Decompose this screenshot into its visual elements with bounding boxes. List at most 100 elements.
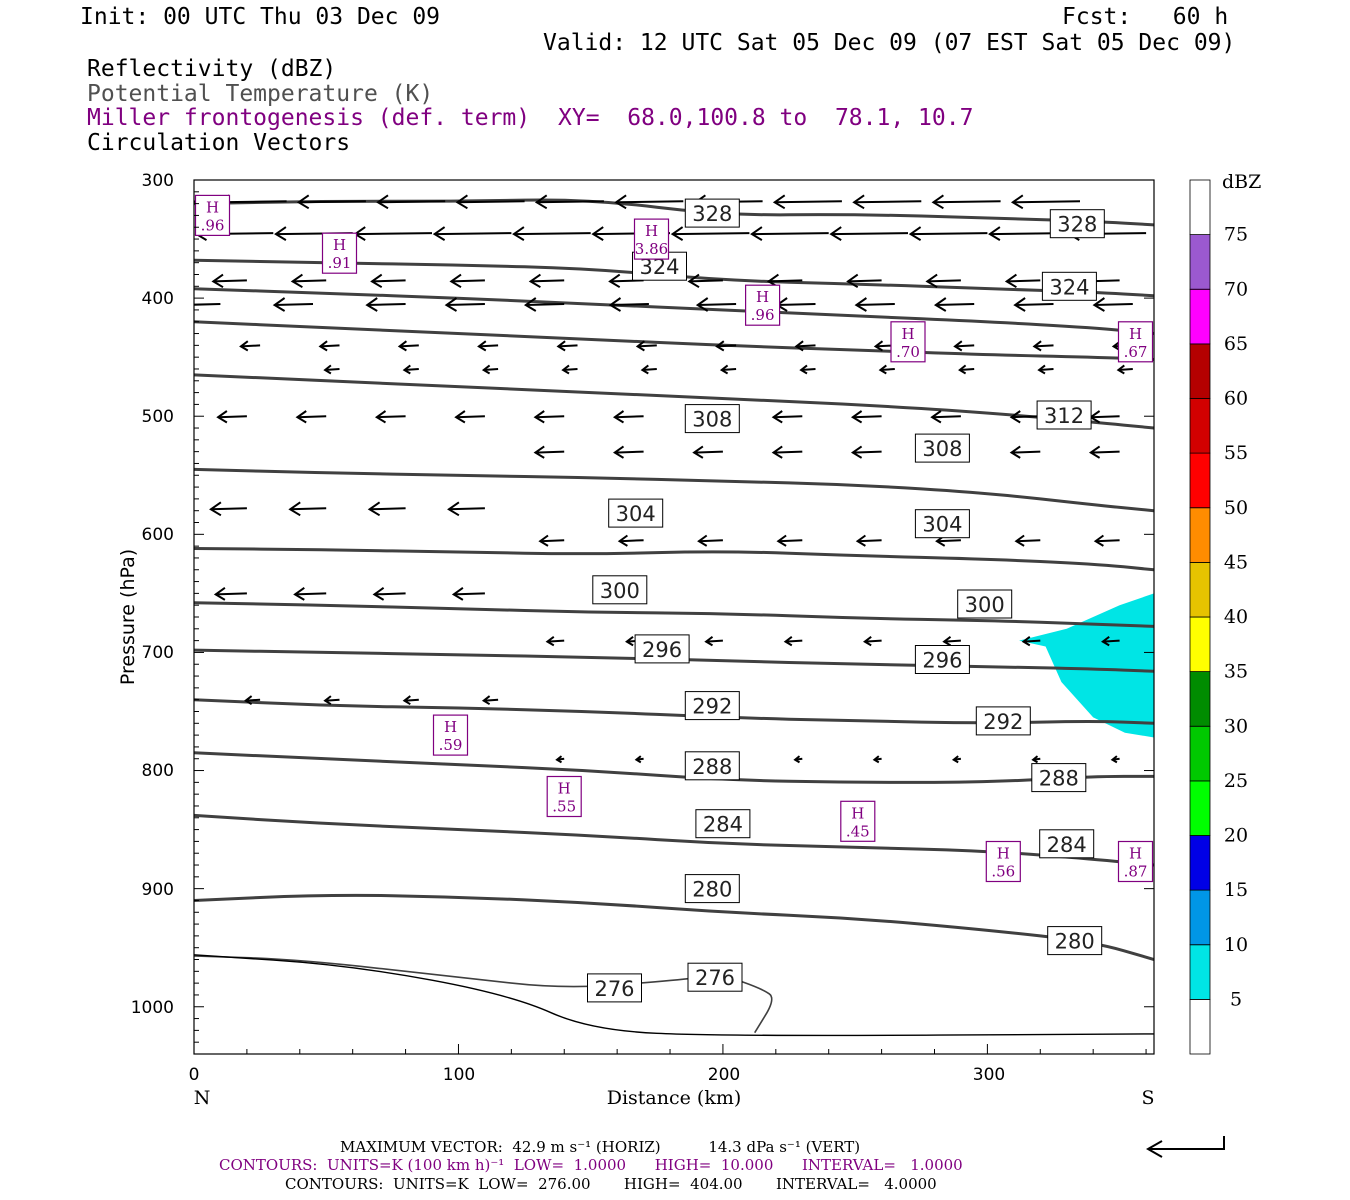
vector-head — [528, 273, 541, 289]
frontogenesis-max: H.87 — [1117, 840, 1154, 883]
vector-shaft — [355, 232, 433, 236]
circulation-vector — [635, 340, 657, 352]
circulation-vector — [1031, 755, 1041, 764]
frontogenesis-mark: H — [444, 718, 457, 736]
circulation-vector — [213, 586, 247, 601]
init-time: Init: 00 UTC Thu 03 Dec 09 — [80, 4, 441, 30]
circulation-vector — [451, 586, 485, 601]
circulation-vector — [323, 695, 340, 706]
vector-shaft — [706, 639, 723, 643]
isentrope-312 — [194, 373, 1154, 430]
vector-shaft — [294, 592, 327, 596]
vector-head — [640, 364, 649, 375]
vector-shaft — [367, 303, 406, 306]
isentrope-label-300: 300 — [592, 575, 648, 605]
vector-shaft — [619, 539, 644, 543]
circulation-vector — [533, 445, 565, 459]
colorbar-swatch — [1189, 999, 1211, 1055]
circulation-vector — [534, 194, 604, 210]
xtick-200: 200 — [708, 1065, 740, 1085]
vector-shaft — [910, 232, 988, 236]
vector-head — [704, 635, 714, 647]
vector-head — [397, 340, 408, 352]
vector-shaft — [513, 232, 591, 236]
circulation-vector — [614, 194, 684, 210]
frontogenesis-max: H.91 — [321, 232, 358, 274]
circulation-vector — [455, 194, 525, 210]
colorbar-label: 55 — [1224, 442, 1248, 464]
vector-head — [296, 194, 310, 210]
isentrope-label-284: 284 — [1039, 829, 1095, 859]
circulation-vector — [528, 273, 565, 289]
isentrope-label-box — [687, 962, 743, 992]
isentrope-label-276: 276 — [587, 973, 642, 1003]
isentrope-label-292: 292 — [975, 706, 1031, 736]
frontogenesis-value: .56 — [991, 863, 1015, 881]
isentrope-label-text: 288 — [1039, 767, 1079, 791]
vector-head — [1092, 297, 1105, 312]
vector-head — [670, 226, 684, 241]
isentrope-label-296: 296 — [914, 645, 970, 674]
circulation-vector — [794, 340, 816, 352]
vector-shaft — [1011, 450, 1041, 454]
vector-head — [318, 340, 328, 352]
vector-head — [1009, 445, 1021, 459]
field-reflectivity: Reflectivity (dBZ) — [87, 56, 337, 82]
frontogenesis-mark: H — [1129, 325, 1142, 343]
x-axis-title: Distance (km) — [607, 1087, 742, 1109]
isentrope-label-text: 300 — [600, 579, 640, 603]
vector-shaft — [563, 368, 578, 371]
vector-head — [617, 534, 628, 547]
vector-head — [695, 297, 709, 312]
forecast-hour: Fcst: 60 h — [1062, 4, 1229, 30]
circulation-vector — [854, 297, 895, 312]
vector-shaft — [558, 344, 578, 348]
isentrope-label-308: 308 — [914, 433, 970, 463]
isentrope-label-292: 292 — [684, 691, 740, 721]
vector-shaft — [1011, 415, 1041, 419]
vector-shaft — [448, 507, 485, 511]
vector-shaft — [297, 415, 327, 419]
circulation-vector — [556, 340, 578, 352]
colorbar-swatch — [1189, 288, 1211, 345]
field-potential-temperature: Potential Temperature (K) — [87, 81, 434, 107]
frontogenesis-max: H3.86 — [633, 218, 670, 260]
vector-shaft — [1034, 344, 1054, 348]
isentrope-288 — [194, 751, 1154, 784]
circulation-vector — [1037, 364, 1054, 375]
isentrope-label-box — [914, 645, 970, 674]
circulation-vector — [239, 340, 261, 352]
vector-head — [274, 226, 287, 241]
colorbar-label: 40 — [1224, 606, 1248, 628]
circulation-vector — [1088, 410, 1120, 424]
vector-shaft — [194, 303, 221, 306]
vector-shaft — [796, 344, 816, 348]
vector-head — [447, 501, 460, 517]
circulation-vector — [1004, 273, 1041, 289]
field-circulation-vectors: Circulation Vectors — [87, 130, 351, 156]
circulation-vector — [772, 194, 842, 210]
circulation-vector — [771, 410, 803, 424]
circulation-vector — [829, 226, 909, 241]
vector-head — [634, 755, 642, 764]
vector-shaft — [694, 450, 723, 454]
vector-shaft — [320, 344, 340, 348]
frontogenesis-value: .70 — [896, 343, 920, 361]
xtick-100: 100 — [443, 1065, 475, 1085]
vector-shaft — [932, 415, 961, 419]
vector-shaft — [614, 450, 644, 454]
ytick-300: 300 — [142, 171, 174, 191]
vector-shaft — [768, 279, 803, 283]
circulation-vector — [555, 755, 565, 764]
circulation-vector — [365, 297, 406, 312]
isentrope-label-box — [684, 874, 740, 904]
isentrope-label-328: 328 — [1049, 209, 1105, 239]
vector-shaft — [377, 200, 446, 204]
isentrope-label-box — [684, 198, 740, 228]
vector-head — [1013, 297, 1026, 312]
vector-shaft — [1012, 200, 1081, 204]
colorbar-swatch — [1189, 179, 1211, 235]
xtick-300: 300 — [973, 1065, 1005, 1085]
vector-shaft — [864, 639, 882, 643]
